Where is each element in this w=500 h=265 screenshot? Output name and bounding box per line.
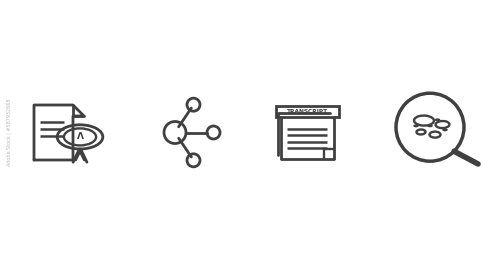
Circle shape — [442, 128, 448, 131]
Bar — [276, 106, 339, 117]
Text: Λ: Λ — [76, 132, 84, 142]
Circle shape — [413, 124, 419, 127]
Text: TRANSCRIPT: TRANSCRIPT — [287, 109, 328, 114]
Circle shape — [427, 124, 433, 127]
Text: Adobe Stock | #587932668: Adobe Stock | #587932668 — [6, 99, 12, 166]
Circle shape — [435, 118, 440, 121]
